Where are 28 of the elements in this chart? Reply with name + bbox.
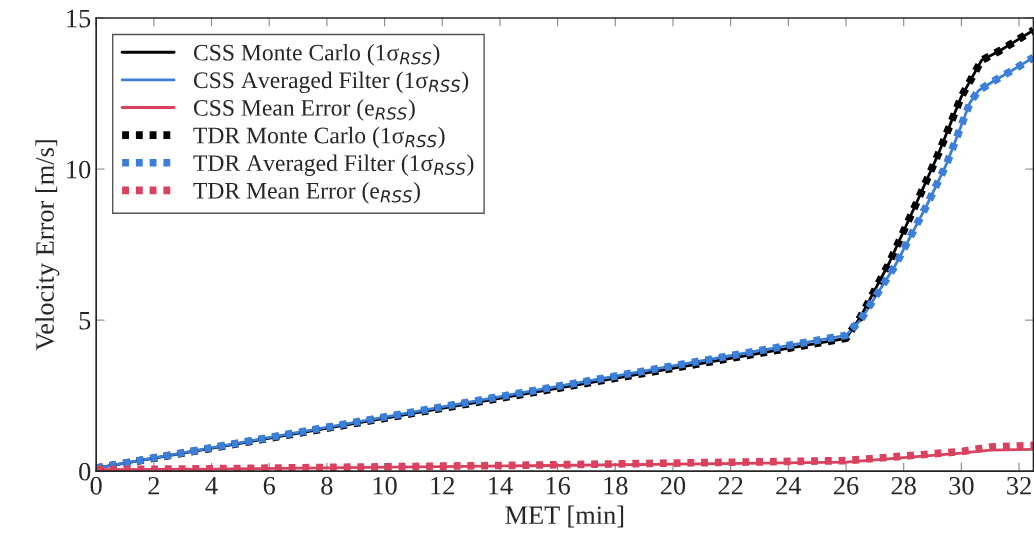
x-tick-label: 30	[949, 476, 974, 495]
legend-label: TDR Mean Error (e$_{RSS}$)	[193, 182, 420, 204]
y-axis-title: Velocity Error [m/s]	[35, 140, 60, 351]
y-tick-label: 0	[79, 462, 91, 481]
x-tick-label: 16	[546, 476, 571, 495]
y-tick-label: 10	[67, 160, 91, 179]
x-tick-label: 18	[604, 476, 628, 495]
x-axis-title: MET [min]	[505, 505, 624, 528]
x-tick-label: 14	[489, 476, 513, 495]
legend-label: CSS Monte Carlo (1σ$_{RSS}$)	[193, 43, 440, 66]
x-tick-label: 10	[373, 476, 397, 495]
x-tick-label: 8	[321, 476, 333, 495]
legend-label: CSS Mean Error (e$_{RSS}$)	[193, 99, 415, 121]
x-tick-label: 4	[205, 477, 218, 495]
x-tick-label: 22	[718, 476, 743, 495]
x-tick-label: 24	[776, 476, 802, 495]
y-tick-label: 5	[79, 312, 91, 330]
x-tick-label: 20	[660, 476, 686, 495]
legend-label: TDR Averaged Filter (1σ$_{RSS}$)	[193, 154, 474, 176]
x-tick-label: 6	[263, 476, 276, 495]
x-tick-label: 12	[431, 476, 454, 495]
x-tick-label: 28	[891, 476, 916, 495]
x-tick-label: 26	[833, 476, 859, 495]
x-tick-label: 32	[1007, 476, 1031, 495]
legend-label: TDR Monte Carlo (1σ$_{RSS}$)	[193, 126, 445, 149]
x-tick-label: 2	[148, 476, 159, 495]
legend-label: CSS Averaged Filter (1σ$_{RSS}$)	[193, 71, 469, 94]
y-tick-label: 15	[67, 9, 91, 28]
